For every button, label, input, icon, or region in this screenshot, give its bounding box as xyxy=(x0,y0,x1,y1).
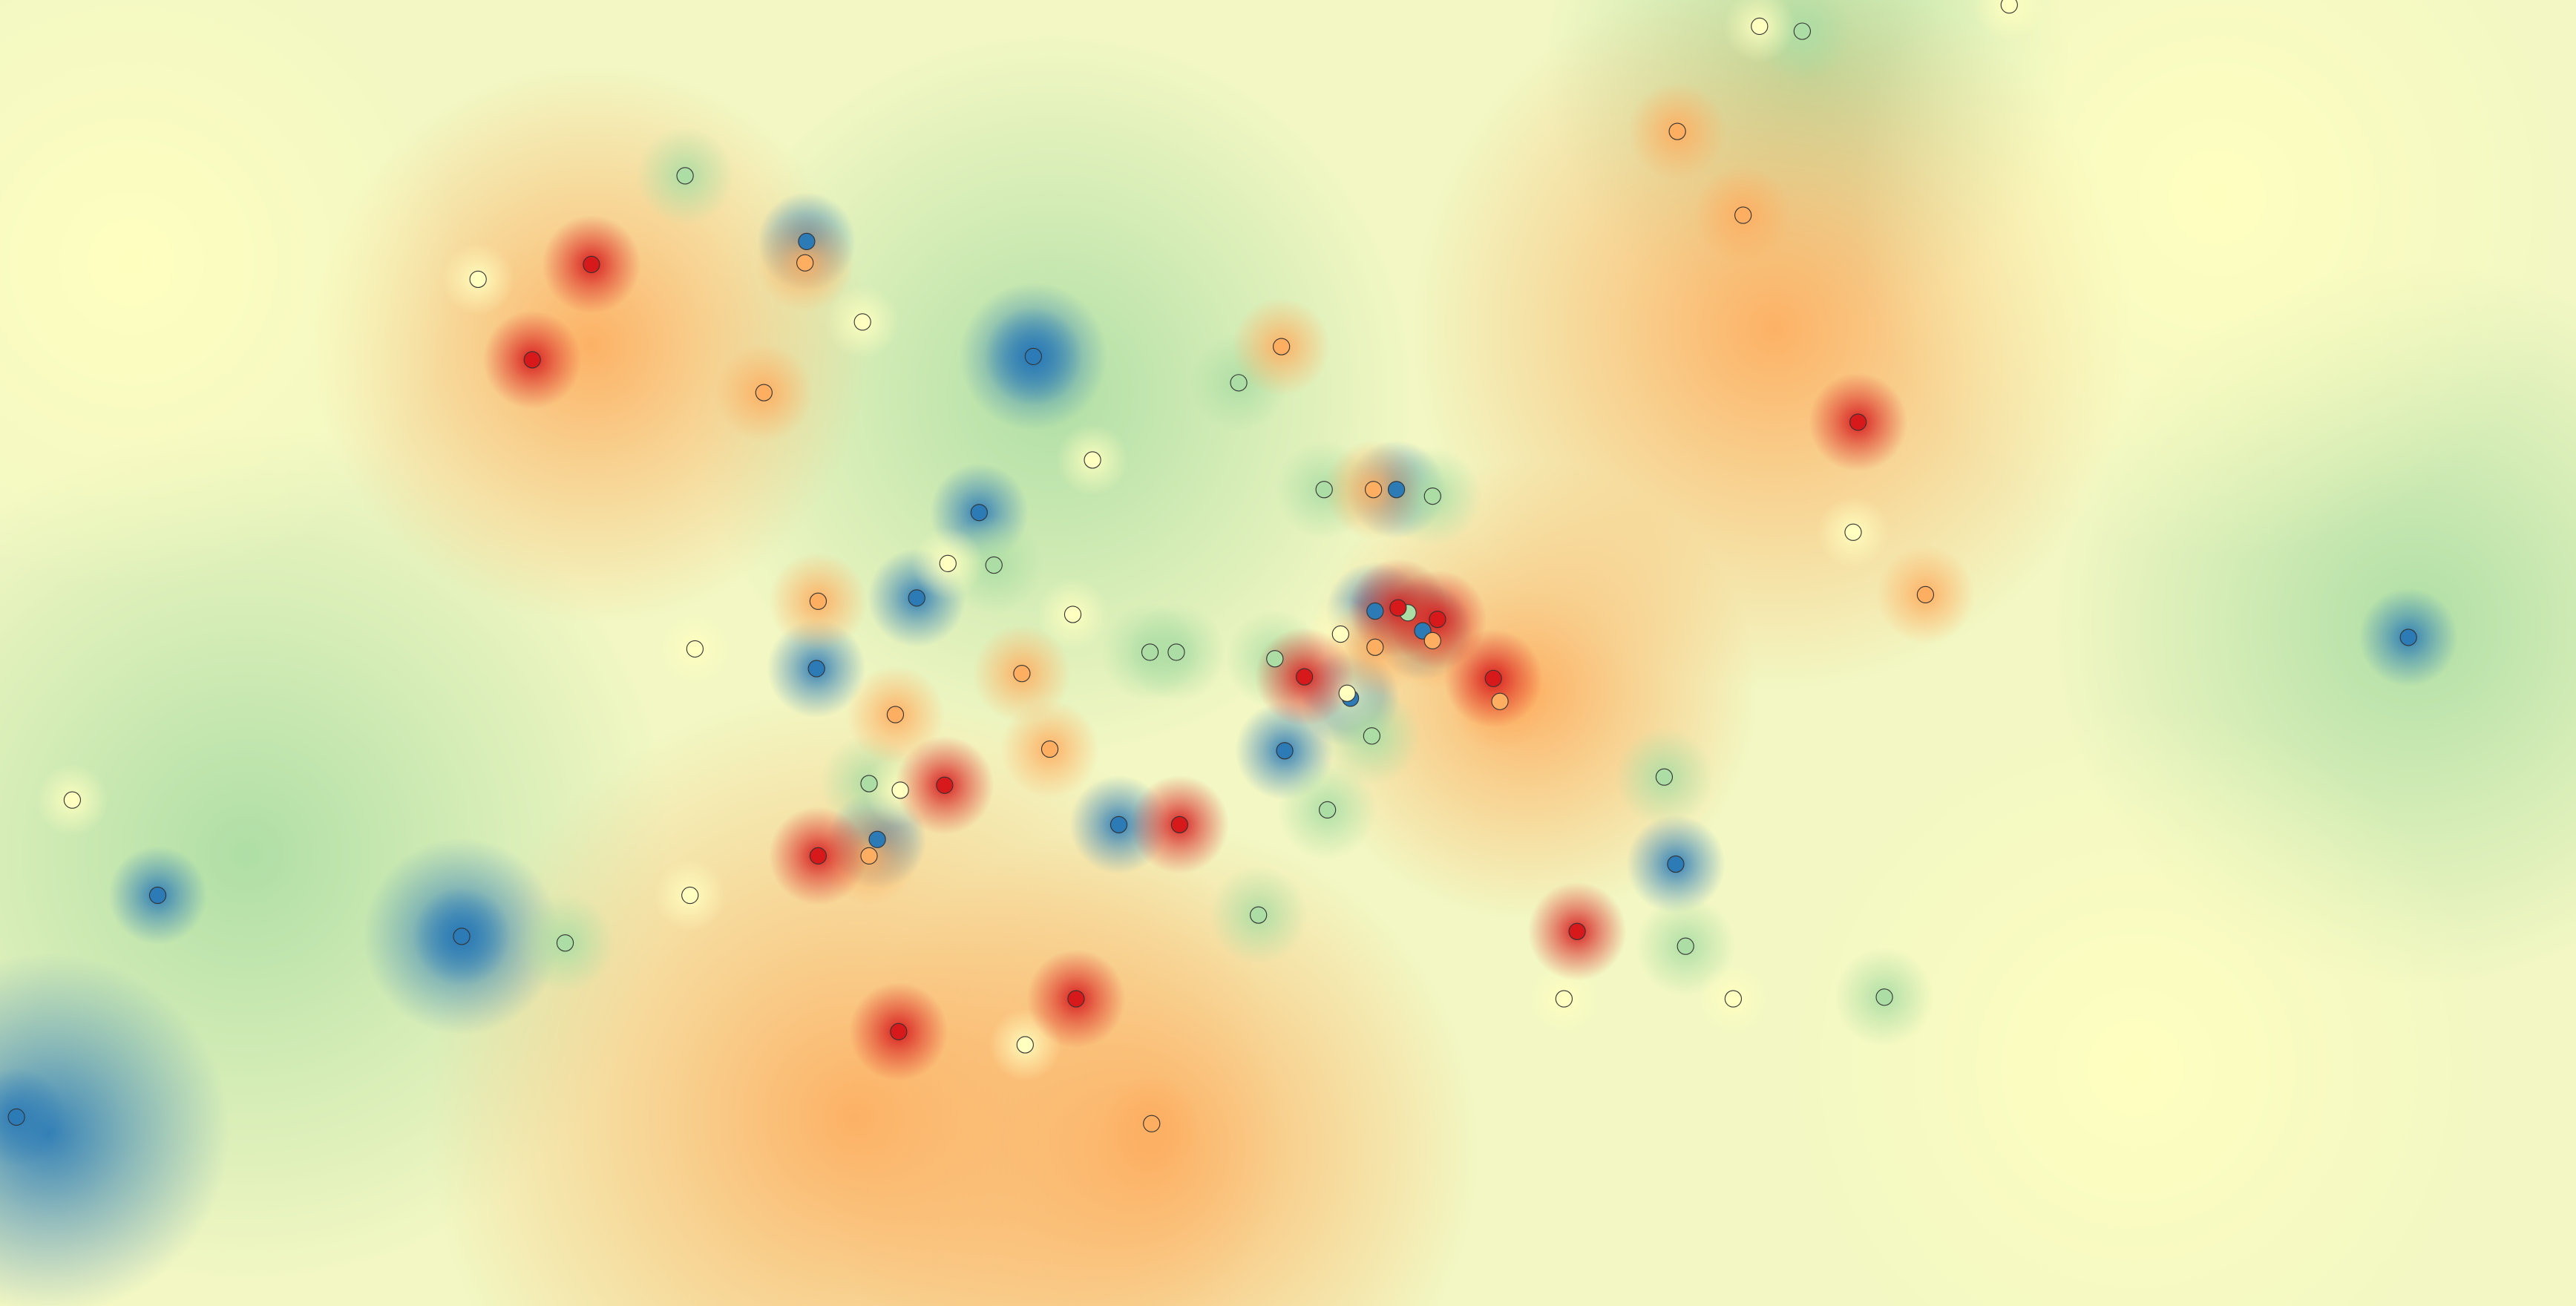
sample-point xyxy=(1916,585,1935,604)
sample-point xyxy=(1167,643,1185,661)
sample-point xyxy=(1273,338,1291,355)
sample-point xyxy=(1250,906,1268,924)
sample-point xyxy=(1677,937,1694,955)
sample-point xyxy=(1844,523,1862,541)
sample-point xyxy=(686,640,704,658)
sample-point xyxy=(970,504,988,522)
sample-point xyxy=(1667,855,1685,873)
sample-point xyxy=(1734,206,1752,224)
sample-point xyxy=(1423,487,1441,505)
sample-point xyxy=(1331,625,1349,643)
sample-point xyxy=(853,313,871,331)
sample-point xyxy=(1230,374,1248,392)
sample-point xyxy=(936,776,954,794)
surface-region xyxy=(0,0,460,591)
sample-point xyxy=(1315,481,1333,499)
sample-point xyxy=(1429,610,1446,629)
sample-point xyxy=(1793,22,1811,40)
sample-point xyxy=(523,351,541,369)
sample-point xyxy=(860,775,878,793)
sample-point xyxy=(1668,122,1686,140)
sample-point xyxy=(1389,599,1407,617)
sample-point xyxy=(1040,740,1059,758)
sample-point xyxy=(796,254,814,272)
sample-point xyxy=(556,934,574,952)
sample-point xyxy=(1655,768,1674,786)
sample-point xyxy=(1387,481,1406,499)
sample-point xyxy=(1751,17,1769,36)
surface-region xyxy=(1774,706,2497,1306)
sample-point xyxy=(583,255,600,274)
sample-point xyxy=(1013,665,1031,683)
sample-point xyxy=(1016,1036,1034,1054)
sample-point xyxy=(1276,742,1294,760)
sample-point xyxy=(1143,1115,1161,1132)
sample-points xyxy=(7,0,2417,1132)
sample-point xyxy=(1568,922,1586,940)
sample-point xyxy=(453,928,471,945)
sample-point xyxy=(1363,727,1381,745)
sample-point xyxy=(2399,629,2417,646)
sample-point xyxy=(1364,481,1383,499)
sample-point xyxy=(148,886,167,905)
sample-point xyxy=(1423,631,1441,650)
sample-point xyxy=(1366,602,1384,620)
sample-point xyxy=(1491,692,1509,710)
sample-point xyxy=(1484,669,1502,687)
sample-point xyxy=(1063,606,1082,623)
sample-point xyxy=(1170,816,1189,833)
sample-point xyxy=(1555,990,1573,1008)
sample-point xyxy=(755,384,773,401)
sample-point xyxy=(1875,988,1893,1006)
surface-region xyxy=(0,953,230,1306)
sample-point xyxy=(809,592,827,610)
sample-point xyxy=(7,1108,25,1126)
sample-point xyxy=(1366,638,1384,656)
sample-point xyxy=(807,660,825,677)
sample-point xyxy=(681,886,699,905)
sample-point xyxy=(676,167,694,185)
sample-point xyxy=(1141,643,1159,661)
surface-region xyxy=(821,821,1479,1306)
sample-point xyxy=(939,554,957,572)
sample-point xyxy=(1067,990,1085,1008)
sample-point xyxy=(886,706,905,723)
sample-point xyxy=(1266,650,1284,668)
sample-point xyxy=(868,830,886,848)
surface-region xyxy=(1856,0,2576,559)
point-halo xyxy=(1973,0,2045,42)
sample-point xyxy=(798,232,816,251)
sample-point xyxy=(908,589,925,607)
sample-point xyxy=(1084,451,1101,469)
sample-point xyxy=(1110,816,1128,833)
sample-point xyxy=(860,847,878,865)
sample-point xyxy=(1319,801,1337,819)
sample-point xyxy=(890,1023,908,1040)
sample-point xyxy=(985,556,1003,574)
sample-point xyxy=(2000,0,2018,14)
sample-point xyxy=(891,781,909,799)
sample-point xyxy=(1024,347,1043,366)
sample-point xyxy=(809,847,827,865)
sample-point xyxy=(469,270,487,288)
sample-point xyxy=(1724,990,1743,1008)
sample-point xyxy=(63,791,82,809)
sample-point xyxy=(1296,668,1314,686)
sample-point xyxy=(1338,684,1356,702)
sample-point xyxy=(1849,413,1867,431)
point-halo xyxy=(0,1068,66,1166)
